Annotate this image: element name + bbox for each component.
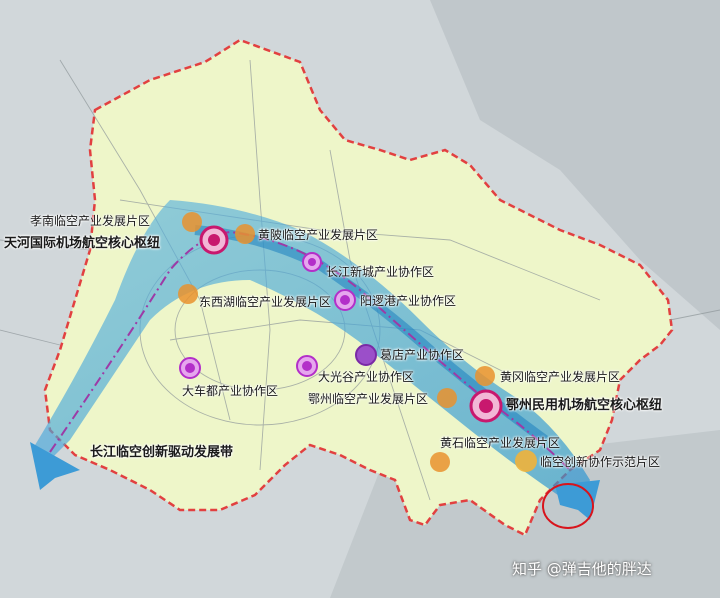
marker-xiaonan [182, 212, 202, 232]
label-ezhou-zone: 鄂州临空产业发展片区 [308, 392, 429, 406]
core-hub-ezhou [469, 389, 503, 423]
label-gedian: 葛店产业协作区 [380, 348, 465, 362]
label-ezhou-airport: 鄂州民用机场航空核心枢纽 [506, 398, 663, 413]
marker-innovation [515, 450, 537, 472]
belt-arrow-east [555, 480, 600, 520]
marker-yangluo [334, 289, 356, 311]
marker-gedian [355, 344, 377, 366]
marker-huangshi [430, 452, 450, 472]
marker-caidian [179, 357, 201, 379]
label-development-belt: 长江临空创新驱动发展带 [90, 445, 234, 460]
label-huangpi: 黄陂临空产业发展片区 [258, 228, 379, 242]
label-yangluo: 阳逻港产业协作区 [360, 294, 457, 308]
core-hub-tianhe [199, 225, 229, 255]
marker-huanggang [475, 366, 495, 386]
marker-ezhou-zone [437, 388, 457, 408]
label-changjiang-new-city: 长江新城产业协作区 [326, 265, 435, 279]
belt-arrow-west [30, 442, 80, 490]
label-caidian: 大车都产业协作区 [182, 384, 279, 398]
marker-guanggu [296, 355, 318, 377]
marker-dongxihu [178, 284, 198, 304]
mountain-area [430, 0, 720, 330]
belt-axis-line [49, 230, 571, 471]
highlight-circle [542, 483, 594, 529]
label-xiaonan: 孝南临空产业发展片区 [30, 214, 151, 228]
marker-huangpi [235, 224, 255, 244]
marker-changjiang-new-city [302, 252, 322, 272]
label-dongxihu: 东西湖临空产业发展片区 [199, 295, 332, 309]
label-innovation: 临空创新协作示范片区 [540, 455, 661, 469]
label-huangshi: 黄石临空产业发展片区 [440, 436, 561, 450]
label-guanggu: 大光谷产业协作区 [318, 370, 415, 384]
watermark: 知乎 @弹吉他的胖达 [512, 560, 652, 578]
label-tianhe: 天河国际机场航空核心枢纽 [4, 236, 161, 251]
development-belt-band [32, 200, 590, 510]
label-huanggang: 黄冈临空产业发展片区 [500, 370, 621, 384]
